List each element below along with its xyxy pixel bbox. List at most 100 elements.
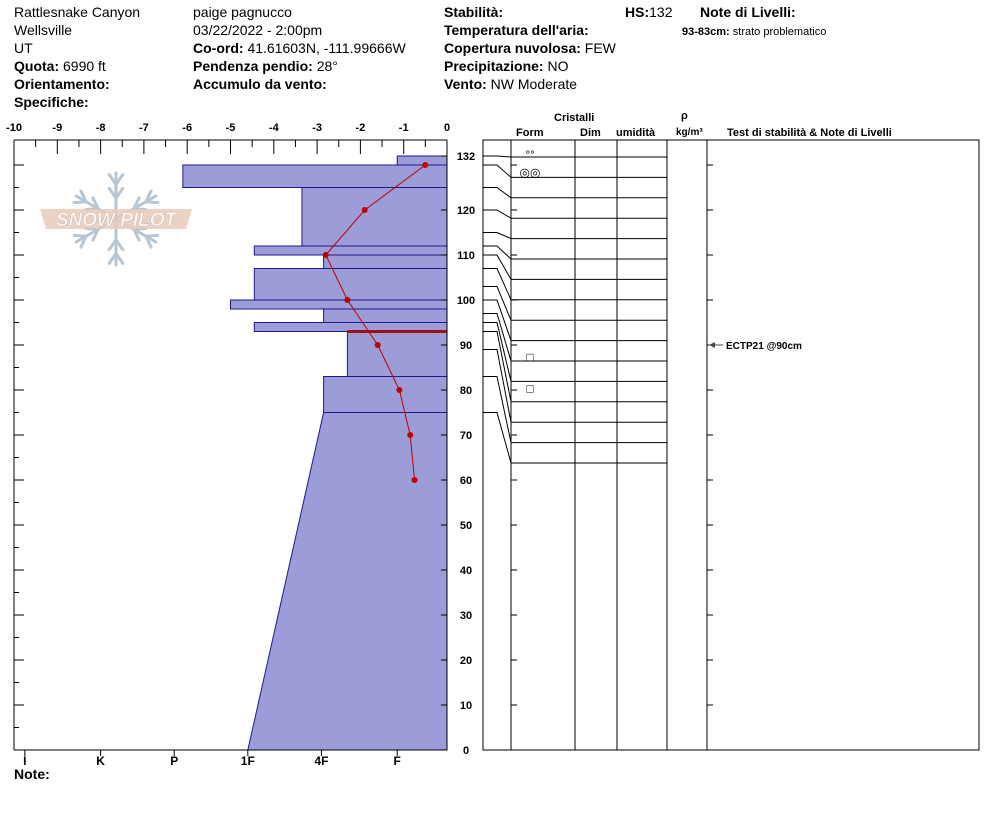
snowflake-branch <box>114 186 125 200</box>
hardness-layer <box>301 187 448 247</box>
hardness-layer <box>323 308 448 323</box>
temperature-tick-label: -1 <box>399 122 409 134</box>
layer-connector <box>483 412 512 464</box>
temperature-tick-label: -2 <box>356 122 366 134</box>
density-rho-header: ρ <box>681 110 688 122</box>
temperature-point <box>344 297 351 303</box>
height-tick-label: 50 <box>460 520 472 532</box>
stability-label: Stabilità: <box>444 4 504 20</box>
temperature-tick-label: -4 <box>269 122 280 134</box>
snowflake-branch <box>114 252 125 265</box>
hardness-layer <box>396 155 448 166</box>
layer-connector <box>483 209 512 219</box>
snowflake-branch <box>144 233 160 238</box>
size-header: Dim <box>580 127 601 139</box>
density-unit-header: kg/m³ <box>676 127 703 138</box>
moisture-header: umidità <box>616 127 656 139</box>
temperature-point <box>411 477 418 483</box>
layer-note: 93-83cm: strato problematico <box>682 24 826 41</box>
elevation: Quota: 6990 ft <box>14 58 106 75</box>
hardness-layer <box>253 245 448 256</box>
air-temp-label: Temperatura dell'aria: <box>444 22 589 38</box>
temperature-tick-label: 0 <box>444 122 450 134</box>
elevation-label: Quota: <box>14 58 60 74</box>
slope: Pendenza pendio: 28° <box>193 58 338 75</box>
snowflake-branch <box>107 252 118 265</box>
snowflake-branch <box>79 189 88 204</box>
snowflake-branch <box>91 227 100 242</box>
temperature-point <box>374 342 381 348</box>
coord-label: Co-ord: <box>193 40 244 56</box>
observer-name: paige pagnucco <box>193 4 292 20</box>
hardness-tick-label: 1F <box>241 754 255 768</box>
location-name: Rattlesnake Canyon <box>14 4 141 20</box>
state-name: UT <box>14 40 33 56</box>
temperature-tick-label: -7 <box>139 122 149 134</box>
layer-connector <box>483 232 512 240</box>
snowflake-branch <box>144 189 153 204</box>
temperature-tick-label: -10 <box>6 122 22 134</box>
cloud-label: Copertura nuvolosa: <box>444 40 581 56</box>
snowflake-branch <box>72 200 88 205</box>
wind: Vento: NW Moderate <box>444 76 577 93</box>
snowflake-branch <box>144 200 160 205</box>
stability-notes-header: Test di stabilità & Note di Livelli <box>727 127 892 139</box>
hardness-layer <box>323 376 448 413</box>
layer-connector <box>483 331 512 402</box>
town-name: Wellsville <box>14 22 73 38</box>
layer-note-range: 93-83cm: <box>682 26 730 38</box>
precip-value: NO <box>547 58 569 74</box>
height-tick-label: 0 <box>463 745 469 757</box>
temperature-point <box>322 252 329 258</box>
height-tick-label: 40 <box>460 565 472 577</box>
layer-connector <box>483 299 512 341</box>
snowpilot-logo: SNOW PILOT <box>40 171 192 267</box>
layer-table: °° ◎◎ □ □ ECTP21 @90cm <box>482 139 980 751</box>
snowflake-branch <box>91 196 100 211</box>
snowflake-branch <box>114 238 125 252</box>
precip-label: Precipitazione: <box>444 58 544 74</box>
left-chart-axes: -10 -9 -8 -7 -6 -5 -4 -3 -2 -1 0010203040506070809… <box>6 122 475 768</box>
form-header: Form <box>516 127 544 139</box>
slope-label: Pendenza pendio: <box>193 58 313 74</box>
layer-table-frame <box>482 139 980 751</box>
height-tick-label: 80 <box>460 385 472 397</box>
hardness-tick-label: F <box>394 754 401 768</box>
wind-value: NW Moderate <box>490 76 578 92</box>
snowflake-branch <box>132 196 141 211</box>
hardness-layer <box>253 268 448 301</box>
height-tick-label: 90 <box>460 340 472 352</box>
layer-connector <box>483 187 512 199</box>
layer-connector <box>483 155 512 158</box>
coordinates: Co-ord: 41.61603N, -111.99666W <box>193 40 406 57</box>
layer-connector <box>483 286 512 321</box>
temperature-point <box>407 432 414 438</box>
temperature-tick-label: -6 <box>182 122 192 134</box>
slope-value: 28° <box>316 58 338 74</box>
stability-test-label: ECTP21 @90cm <box>726 341 802 352</box>
aspect-label: Orientamento: <box>14 76 110 92</box>
stability-test-arrow <box>709 342 715 348</box>
snowflake-branch <box>114 173 125 186</box>
grain-form-symbol: °° <box>525 148 535 162</box>
height-tick-label: 30 <box>460 610 472 622</box>
coord-value: 41.61603N, -111.99666W <box>247 40 406 56</box>
layer-connector <box>483 268 512 301</box>
hardness-tick-label: K <box>96 754 105 768</box>
height-tick-label: 70 <box>460 430 472 442</box>
height-tick-label: 10 <box>460 700 472 712</box>
crystals-header: Cristalli <box>554 112 595 124</box>
precipitation: Precipitazione: NO <box>444 58 568 75</box>
snowflake-icon <box>72 171 160 267</box>
hardness-layer <box>346 331 448 377</box>
snow-height: HS:132 <box>625 4 672 21</box>
temperature-point <box>396 387 403 393</box>
hs-label: HS: <box>625 4 650 20</box>
wind-label: Vento: <box>444 76 487 92</box>
height-tick-label: 100 <box>457 295 475 307</box>
hardness-layer <box>247 412 448 751</box>
grain-form-symbol: ◎◎ <box>520 166 541 180</box>
hardness-layer <box>323 254 448 269</box>
height-tick-label: 20 <box>460 655 472 667</box>
grain-form-symbol: □ <box>526 382 533 396</box>
